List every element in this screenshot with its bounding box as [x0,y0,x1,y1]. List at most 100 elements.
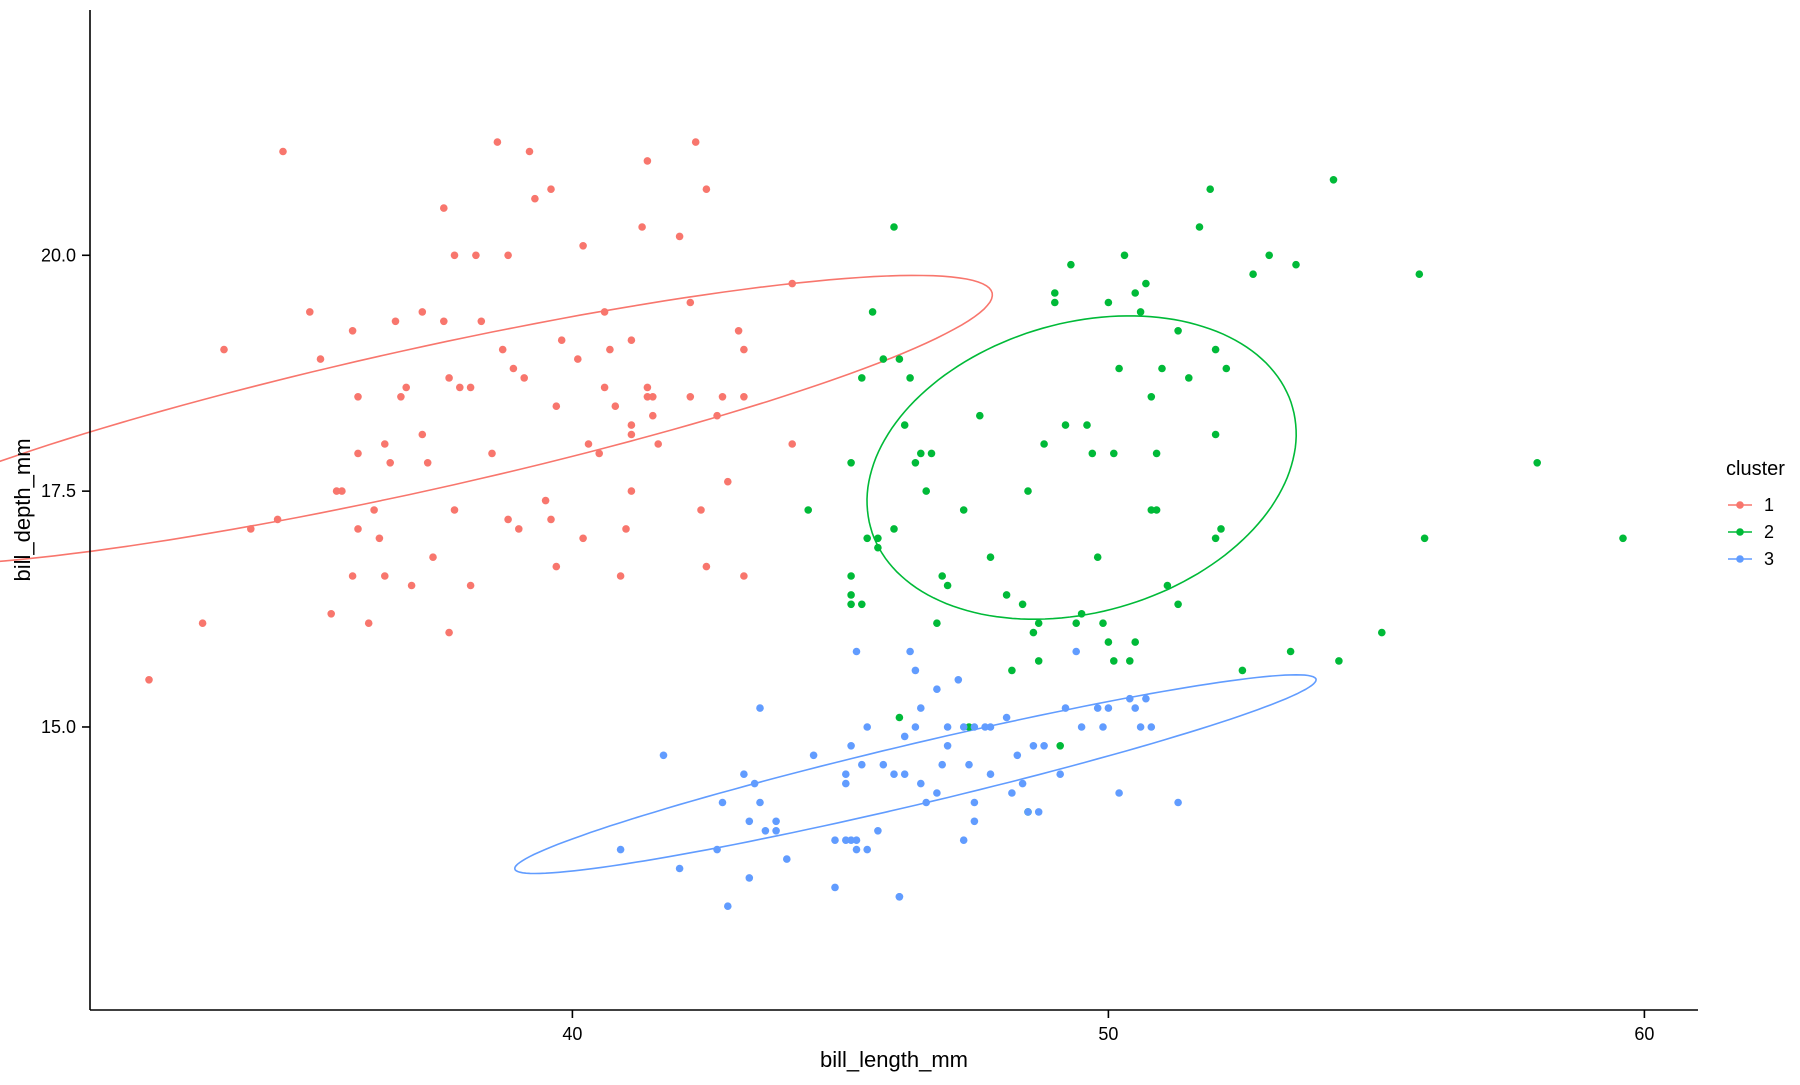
data-point [600,383,609,392]
data-point [1018,600,1027,609]
data-point [509,364,518,373]
data-point [954,676,963,684]
data-point [858,760,866,769]
data-point [740,393,748,401]
data-point [847,572,855,580]
data-point [986,553,995,561]
data-point [1158,364,1166,373]
y-tick-label: 15.0 [41,717,76,737]
y-tick-label: 17.5 [41,481,76,501]
data-point [788,440,796,448]
data-point [879,355,888,363]
data-point [247,525,255,533]
data-point [1061,421,1070,429]
data-point [1420,534,1429,543]
data-point [574,355,582,363]
data-point [842,836,850,844]
data-point [515,525,523,533]
data-point [1152,449,1161,458]
data-point [1077,723,1086,731]
data-point [1056,742,1064,750]
data-point [1174,327,1182,335]
data-point [879,760,888,769]
data-point [649,393,657,401]
data-point [986,770,995,778]
data-point [1115,364,1123,373]
data-point [922,487,930,495]
data-point [772,827,780,835]
data-point [1093,704,1102,712]
data-point [702,185,711,193]
data-point [375,534,384,543]
data-point [745,874,754,882]
data-point [922,798,930,807]
data-point [493,138,502,146]
data-point [842,779,850,788]
data-point [402,383,411,392]
data-point [306,308,314,316]
data-point [895,893,904,901]
data-point [718,798,727,807]
data-point [1034,657,1043,665]
data-point [370,506,378,514]
data-point [327,610,336,618]
data-point [906,647,914,656]
data-point [643,383,652,392]
data-point [740,572,748,580]
data-point [900,732,909,741]
data-point [874,827,882,835]
data-point [450,506,459,514]
data-point [852,836,861,844]
data-point [600,308,609,316]
data-point [1051,289,1059,297]
data-point [788,279,796,288]
data-point [1110,449,1118,458]
legend-label: 1 [1764,495,1774,515]
data-point [675,864,684,873]
legend-item-1: 1 [1728,495,1774,515]
data-point [831,836,839,844]
data-point [959,836,968,844]
data-point [1029,628,1038,637]
data-point [750,779,759,788]
data-point [1099,619,1107,627]
data-point [1110,657,1118,665]
data-point [627,421,636,429]
data-point [1378,628,1386,637]
y-axis-ticks: 15.0 17.5 20.0 [41,245,90,737]
data-point [756,704,764,712]
data-point [418,430,427,439]
data-point [627,487,636,495]
data-point [316,355,325,363]
data-point [1104,638,1113,646]
data-point [863,723,871,731]
data-point [1533,459,1541,467]
data-point [627,336,636,345]
data-point [557,336,566,345]
data-point [1002,591,1011,599]
data-point [1131,704,1139,712]
data-point [847,600,855,609]
data-point [445,628,453,637]
data-point [1067,260,1075,269]
data-point [906,374,914,382]
data-point [686,298,695,307]
data-point [917,704,925,712]
data-point [1008,789,1016,797]
data-point [804,506,812,514]
data-point [1008,666,1016,675]
cluster-2-points [804,176,1627,816]
data-point [718,393,727,401]
legend-entries: 1 2 3 [1728,495,1774,569]
data-point [622,525,630,533]
data-point [1211,345,1220,354]
data-point [1131,638,1139,646]
data-point [900,770,909,778]
data-point [911,723,920,731]
data-point [611,402,620,411]
data-point [900,421,909,429]
data-point [407,581,416,590]
data-point [697,506,705,514]
cluster-1-points [145,138,796,684]
